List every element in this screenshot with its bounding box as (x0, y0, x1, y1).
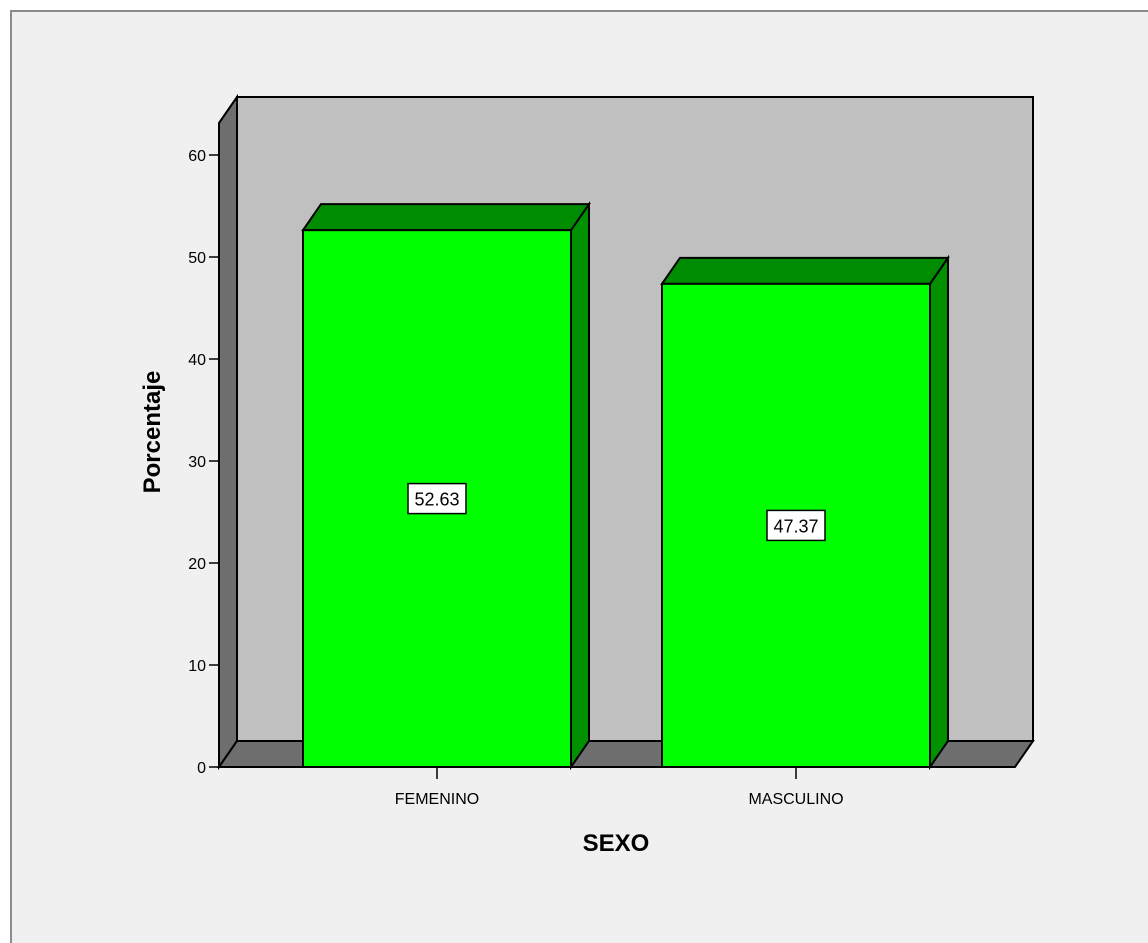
bar-femenino: 52.63 (301, 200, 591, 771)
x-tick-label: FEMENINO (395, 791, 479, 808)
data-label-text: 52.63 (414, 490, 459, 510)
y-tick-label: 20 (188, 556, 206, 573)
bar-side (570, 200, 590, 771)
x-axis: FEMENINO MASCULINO (395, 767, 844, 808)
bar-top (301, 203, 591, 232)
data-label-box (766, 509, 826, 542)
bar-side (929, 254, 949, 771)
y-tick-label: 50 (188, 250, 206, 267)
y-tick-label: 30 (188, 454, 206, 471)
y-axis: 0 10 20 30 40 50 60 (188, 123, 220, 777)
y-tick-label: 60 (188, 148, 206, 165)
data-label-text: 47.37 (773, 516, 818, 536)
x-axis-title: SEXO (583, 830, 650, 857)
data-label: 52.63 (407, 482, 467, 515)
y-axis-title: Porcentaje (139, 371, 166, 494)
bar-masculino: 47.37 (660, 254, 950, 771)
bar-top (660, 256, 950, 285)
x-tick-label: MASCULINO (748, 791, 843, 808)
bars: 52.63 47.37 (301, 200, 950, 771)
data-label: 47.37 (766, 509, 826, 542)
y-tick-label: 40 (188, 352, 206, 369)
data-label-box (407, 482, 467, 515)
side-wall (218, 93, 238, 771)
y-tick-label: 10 (188, 658, 206, 675)
y-tick-label: 0 (197, 760, 206, 777)
